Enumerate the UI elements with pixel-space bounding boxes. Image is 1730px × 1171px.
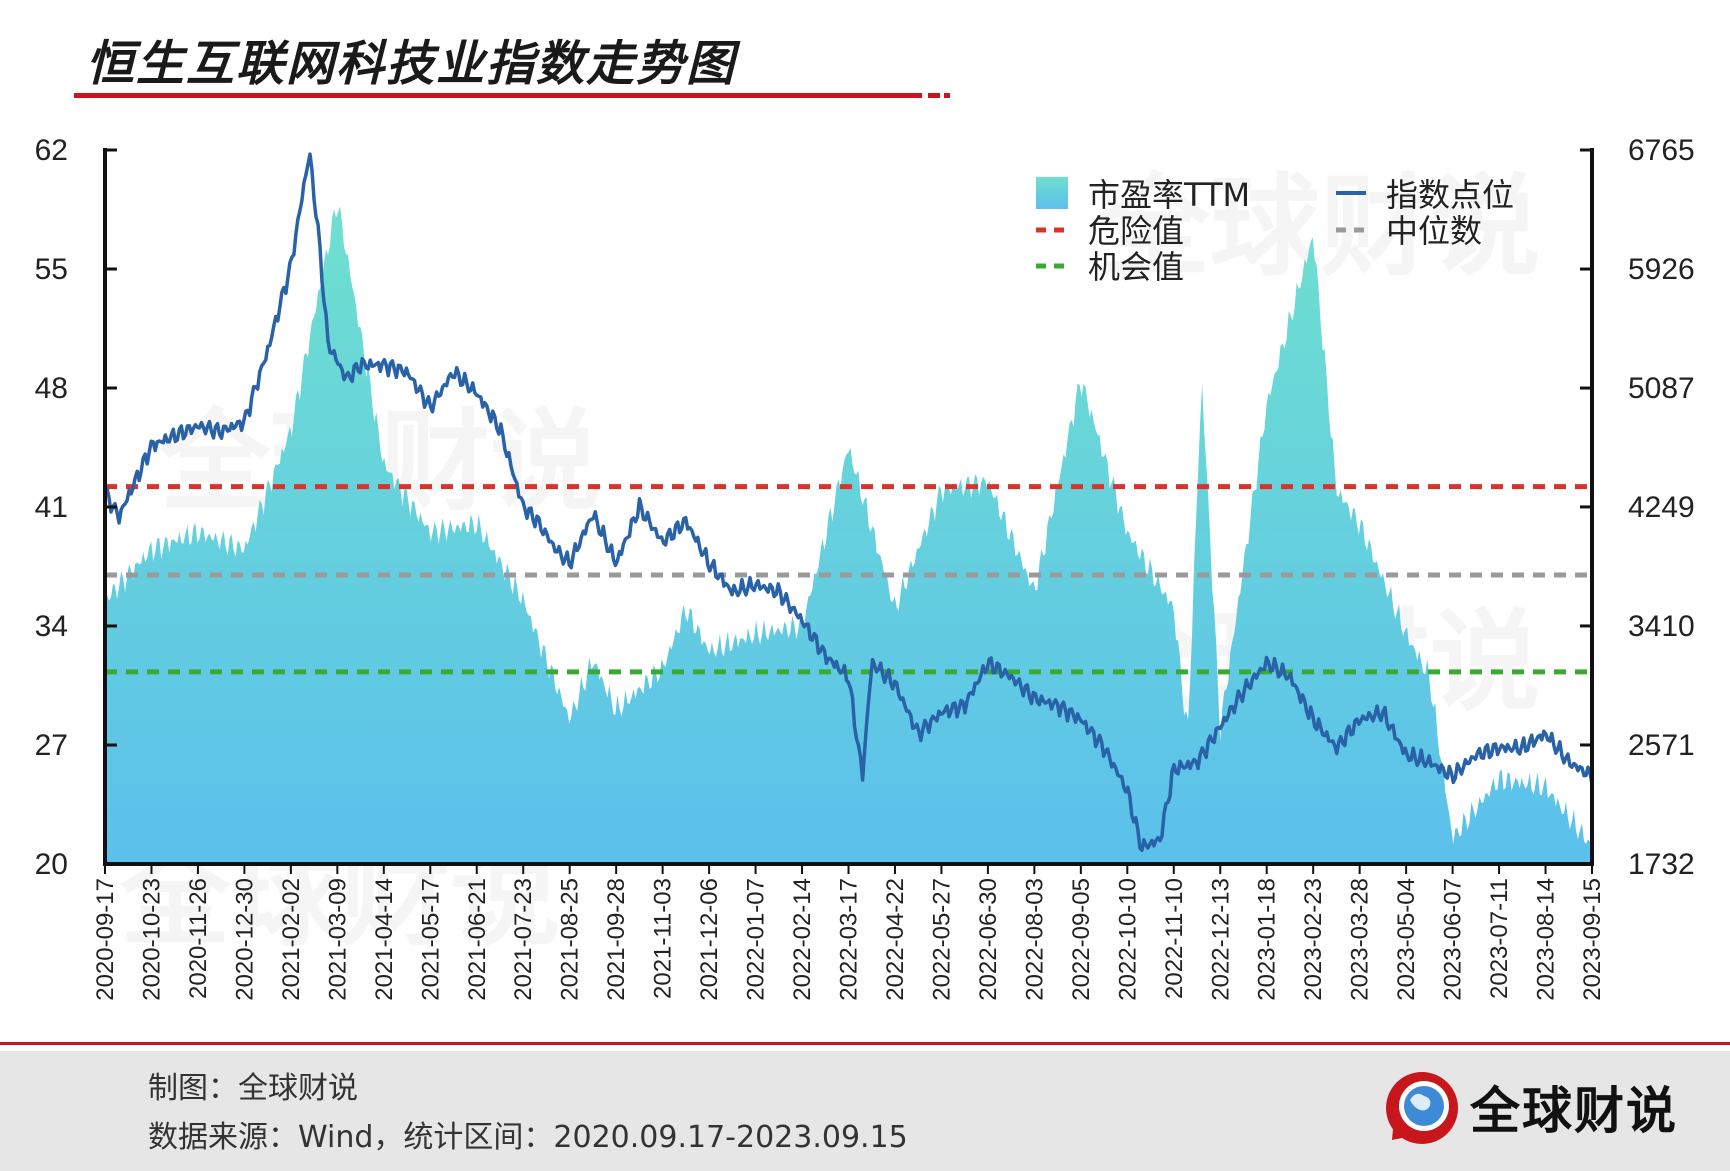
right-tick-label: 4249: [1628, 491, 1695, 524]
x-tick-label: 2023-06-07: [1440, 878, 1467, 1001]
x-tick-label: 2021-08-25: [557, 878, 584, 1001]
x-tick-label: 2022-10-10: [1114, 878, 1141, 1001]
right-tick-label: 1732: [1628, 848, 1695, 881]
right-axis-ticks: 1732 2571 3410 4249 5087 5926 6765: [1580, 134, 1695, 881]
x-tick-label: 2023-09-15: [1579, 878, 1606, 1001]
x-tick-label: 2023-01-18: [1254, 878, 1281, 1001]
x-tick-label: 2020-10-23: [138, 878, 165, 1001]
x-tick-label: 2021-03-09: [324, 878, 351, 1001]
x-tick-label: 2021-05-17: [417, 878, 444, 1001]
right-tick-label: 2571: [1628, 729, 1695, 762]
title-underline-dot: [928, 93, 940, 98]
left-tick-label: 27: [35, 729, 68, 762]
x-tick-label: 2021-11-03: [650, 878, 677, 999]
footer: 制图：全球财说 数据来源：Wind，统计区间：2020.09.17-2023.0…: [0, 1042, 1730, 1171]
legend-median-label: 中位数: [1386, 212, 1482, 250]
x-tick-label: 2020-12-30: [231, 878, 258, 1001]
x-tick-label: 2021-06-21: [464, 878, 491, 1001]
legend-opportunity-label: 机会值: [1088, 248, 1184, 286]
left-tick-label: 55: [35, 253, 68, 286]
x-tick-label: 2023-03-28: [1347, 878, 1374, 1001]
footer-source: 数据来源：Wind，统计区间：2020.09.17-2023.09.15: [148, 1120, 908, 1155]
x-tick-label: 2020-11-26: [185, 878, 212, 999]
x-tick-label: 2022-03-17: [836, 878, 863, 1001]
legend-pe-label: 市盈率TTM: [1088, 176, 1250, 214]
x-tick-label: 2023-05-04: [1393, 878, 1420, 1001]
title-underline-dot: [944, 93, 950, 98]
chart-title: 恒生互联网科技业指数走势图: [86, 36, 741, 92]
x-tick-label: 2021-09-28: [603, 878, 630, 1001]
index-line: [103, 152, 1594, 853]
left-tick-label: 34: [35, 610, 68, 643]
x-tick-label: 2022-04-22: [882, 878, 909, 1001]
left-tick-label: 20: [35, 848, 68, 881]
legend: 市盈率TTM 指数点位 危险值 中位数 机会值: [1036, 176, 1514, 286]
right-tick-label: 3410: [1628, 610, 1695, 643]
right-tick-label: 5926: [1628, 253, 1695, 286]
x-tick-label: 2022-06-30: [975, 878, 1002, 1001]
watermark: 全球财说: [1099, 163, 1540, 291]
x-tick-label: 2022-02-14: [789, 878, 816, 1001]
pe-area: [105, 206, 1592, 864]
legend-index-label: 指数点位: [1386, 176, 1514, 214]
x-tick-label: 2023-07-11: [1486, 878, 1513, 999]
x-tick-label: 2021-02-02: [278, 878, 305, 1001]
title-underline: [74, 93, 922, 98]
x-tick-label: 2021-04-14: [371, 878, 398, 1001]
x-tick-label: 2020-09-17: [92, 878, 119, 1001]
right-tick-label: 5087: [1628, 372, 1695, 405]
x-tick-label: 2022-09-05: [1068, 878, 1095, 1001]
x-tick-label: 2022-11-10: [1161, 878, 1188, 999]
legend-pe-swatch: [1036, 177, 1068, 209]
left-tick-label: 41: [35, 491, 68, 524]
x-tick-label: 2022-08-03: [1021, 878, 1048, 1001]
x-tick-label: 2022-12-13: [1207, 878, 1234, 1001]
x-tick-label: 2022-05-27: [928, 878, 955, 1001]
x-tick-label: 2023-08-14: [1533, 878, 1560, 1001]
x-tick-label: 2022-01-07: [743, 878, 770, 1001]
legend-danger-label: 危险值: [1088, 212, 1184, 250]
right-tick-label: 6765: [1628, 134, 1695, 167]
globe-logo-icon: [1386, 1072, 1458, 1144]
x-tick-label: 2023-02-23: [1300, 878, 1327, 1001]
x-axis-ticks: 2020-09-17 2020-10-23 2020-11-26 2020-12-30…: [92, 864, 1606, 1001]
footer-top-rule: [0, 1042, 1730, 1045]
footer-maker: 制图：全球财说: [148, 1071, 358, 1106]
x-tick-label: 2021-07-23: [510, 878, 537, 1001]
x-tick-label: 2021-12-06: [696, 878, 723, 1001]
left-tick-label: 48: [35, 372, 68, 405]
left-axis-ticks: 20 27 34 41 48 55 62: [35, 134, 117, 881]
footer-brand: 全球财说: [1469, 1082, 1678, 1140]
left-tick-label: 62: [35, 134, 68, 167]
